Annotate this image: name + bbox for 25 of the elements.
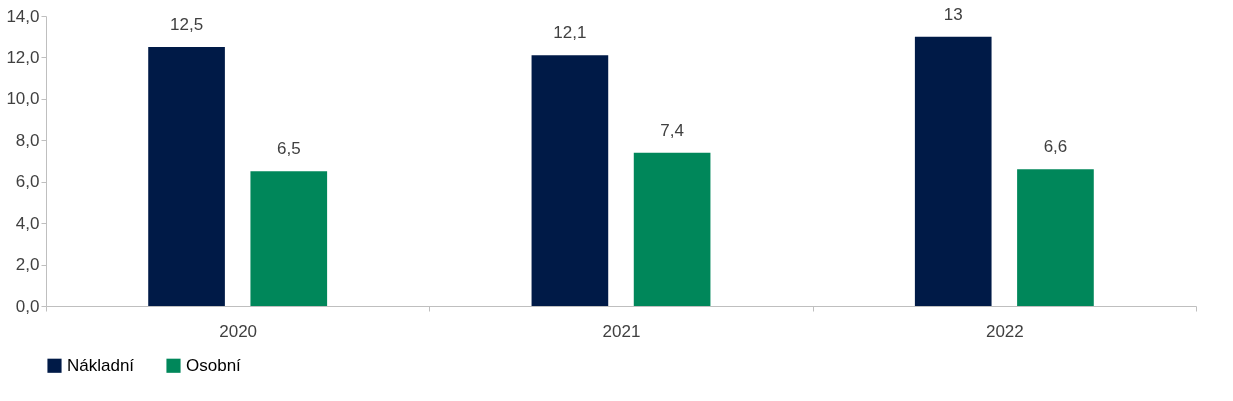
y-tick-label: 6,0 [15,172,40,192]
data-label: 13 [943,4,963,24]
y-tick-label: 14,0 [6,6,40,26]
data-label: 6,5 [276,139,301,159]
x-tick-label: 2022 [985,321,1024,341]
data-label: 12,1 [553,23,587,43]
legend-label: Nákladní [67,355,135,375]
legend-label: Osobní [186,355,242,375]
data-label: 6,6 [1043,137,1068,157]
data-label: 7,4 [660,120,684,140]
x-tick-label: 2020 [219,321,258,341]
y-tick-label: 0,0 [15,296,40,316]
bar [250,171,328,306]
bar [148,47,225,306]
y-tick-label: 2,0 [15,255,40,275]
y-tick-label: 10,0 [6,89,40,109]
y-tick-label: 12,0 [6,47,40,67]
x-tick-label: 2021 [602,321,641,341]
y-tick-label: 4,0 [15,213,40,233]
bar [633,152,711,306]
bar [531,55,609,306]
y-tick-label: 8,0 [15,130,40,150]
bar [914,36,992,306]
bar [1017,169,1094,306]
data-label: 12,5 [170,15,204,35]
